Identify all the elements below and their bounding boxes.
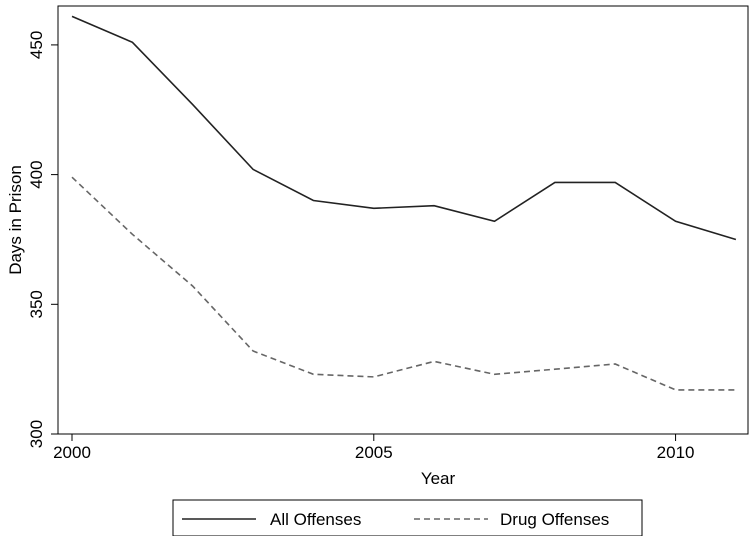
plot-frame [57,5,749,435]
x-axis-title: Year [421,469,456,488]
x-tick-label: 2000 [53,443,91,462]
legend-box [172,499,643,536]
legend-label: Drug Offenses [500,510,609,529]
axes: 2000 2005 2010 300 350 400 450 [27,5,749,462]
series-layer [71,15,737,391]
y-tick-label: 450 [27,31,46,59]
series-line-2 [71,176,736,391]
x-tick-label: 2010 [657,443,695,462]
legend-label: All Offenses [270,510,361,529]
x-tick-label: 2005 [355,443,393,462]
legend: All Offenses Drug Offenses [172,499,643,536]
y-tick-label: 350 [27,290,46,318]
y-tick-label: 300 [27,420,46,448]
series-line-1 [71,15,737,241]
y-tick-label: 400 [27,160,46,188]
y-axis-title: Days in Prison [6,165,25,275]
